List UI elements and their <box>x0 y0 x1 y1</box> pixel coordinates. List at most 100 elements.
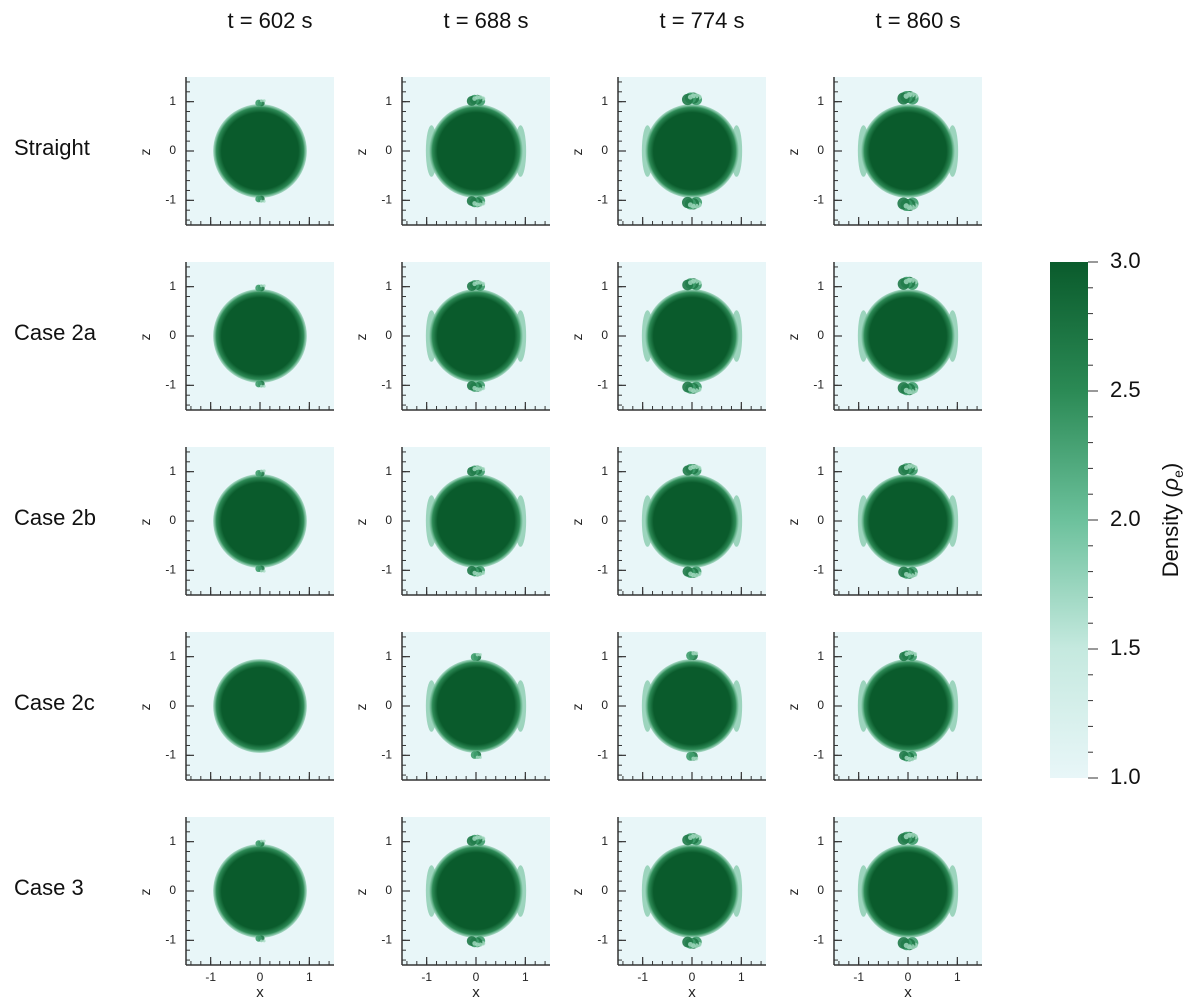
y-tick-label: 0 <box>601 883 608 897</box>
density-panel: -1 0 1 z <box>353 632 550 781</box>
y-tick-label: 1 <box>817 94 824 108</box>
vortex-curl <box>472 96 477 101</box>
y-tick-label: -1 <box>381 378 392 392</box>
y-tick-label: -1 <box>813 193 824 207</box>
y-axis-label: z <box>785 149 801 156</box>
density-panel: -1 0 1 z <box>353 77 550 226</box>
y-tick-label: 0 <box>817 328 824 342</box>
y-tick-label: 1 <box>169 94 176 108</box>
y-tick-label: 1 <box>601 834 608 848</box>
tube-core <box>861 474 955 568</box>
column-header: t = 860 s <box>875 8 960 33</box>
y-tick-label: -1 <box>381 748 392 762</box>
density-panel: -1 0 1 z <box>785 262 982 411</box>
y-tick-label: 0 <box>169 883 176 897</box>
row-label: Case 2b <box>14 505 96 530</box>
y-tick-label: 0 <box>169 698 176 712</box>
x-tick-label: -1 <box>205 970 216 984</box>
vortex-curl <box>262 199 266 203</box>
tube-core <box>645 289 739 383</box>
y-axis-label: z <box>353 889 369 896</box>
density-panel: -1 -1 0 0 1 1 z x <box>569 817 766 1001</box>
y-tick-label: 1 <box>817 649 824 663</box>
y-tick-label: 1 <box>169 834 176 848</box>
tube-core <box>645 104 739 198</box>
density-panel: -1 0 1 z <box>569 77 766 226</box>
vortex-curl <box>691 651 696 656</box>
vortex-curl <box>688 941 693 947</box>
tube-core <box>213 844 307 938</box>
y-tick-label: 1 <box>817 279 824 293</box>
vortex-curl <box>475 652 480 657</box>
vortex-curl <box>262 839 266 843</box>
y-tick-label: 0 <box>385 328 392 342</box>
y-axis-label: z <box>137 519 153 526</box>
vortex-curl <box>903 833 909 840</box>
y-axis-label: z <box>137 149 153 156</box>
colorbar-label-main: Density ( <box>1158 490 1183 577</box>
density-panel: -1 0 1 z <box>569 262 766 411</box>
tube-core <box>429 289 523 383</box>
y-tick-label: 1 <box>169 279 176 293</box>
y-tick-label: 0 <box>385 513 392 527</box>
tube-core <box>429 659 523 753</box>
row-labels: Straight Case 2a Case 2b Case 2c Case 3 <box>14 135 97 900</box>
row-label: Case 2a <box>14 320 97 345</box>
x-axis-label: x <box>904 984 912 1001</box>
vortex-curl <box>904 571 909 577</box>
density-panel: -1 0 1 z <box>353 262 550 411</box>
y-axis-label: z <box>353 149 369 156</box>
row-label: Case 3 <box>14 875 84 900</box>
vortex-curl <box>472 467 477 472</box>
vortex-curl <box>691 756 696 761</box>
y-axis-label: z <box>785 519 801 526</box>
vortex-curl <box>260 939 263 943</box>
y-tick-label: 0 <box>601 328 608 342</box>
vortex-curl <box>688 280 693 286</box>
row-label: Straight <box>14 135 90 160</box>
x-tick-label: -1 <box>853 970 864 984</box>
vortex-curl <box>903 278 909 285</box>
vortex-curl <box>260 839 263 843</box>
y-tick-label: 1 <box>385 279 392 293</box>
vortex-curl <box>472 281 477 287</box>
y-axis-label: z <box>137 704 153 711</box>
y-tick-label: -1 <box>597 933 608 947</box>
vortex-curl <box>262 99 266 103</box>
density-panel: -1 0 1 z <box>137 262 334 411</box>
y-tick-label: -1 <box>597 748 608 762</box>
y-tick-label: -1 <box>813 563 824 577</box>
tube-core <box>645 659 739 753</box>
density-panel: -1 0 1 z <box>137 447 334 596</box>
vortex-curl <box>687 94 693 100</box>
y-axis-label: z <box>785 889 801 896</box>
vortex-curl <box>904 652 909 657</box>
vortex-curl <box>262 284 266 288</box>
vortex-curl <box>259 199 263 203</box>
y-tick-label: 1 <box>385 94 392 108</box>
y-tick-label: -1 <box>597 378 608 392</box>
y-tick-label: 0 <box>817 698 824 712</box>
density-panel: -1 -1 0 0 1 1 z x <box>353 817 550 1001</box>
vortex-curl <box>903 93 910 99</box>
vortex-curl <box>478 652 482 657</box>
vortex-curl <box>259 384 263 388</box>
tube-core <box>213 104 307 198</box>
vortex-curl <box>687 202 693 208</box>
y-tick-label: -1 <box>813 748 824 762</box>
tube-core <box>861 659 955 753</box>
vortex-curl <box>475 755 480 760</box>
density-panel: -1 0 1 z <box>137 77 334 226</box>
density-panel: -1 0 1 z <box>569 632 766 781</box>
tube-core <box>861 289 955 383</box>
y-axis-label: z <box>353 704 369 711</box>
y-tick-label: -1 <box>813 378 824 392</box>
colorbar-label-end: ) <box>1158 463 1183 470</box>
y-tick-label: -1 <box>165 378 176 392</box>
colorbar-ticks: 3.0 2.5 2.0 1.5 1.0 <box>1088 248 1141 789</box>
density-panel: -1 0 1 z <box>785 632 982 781</box>
density-panel: -1 0 1 z <box>785 447 982 596</box>
y-axis-label: z <box>569 889 585 896</box>
y-tick-label: 0 <box>601 143 608 157</box>
